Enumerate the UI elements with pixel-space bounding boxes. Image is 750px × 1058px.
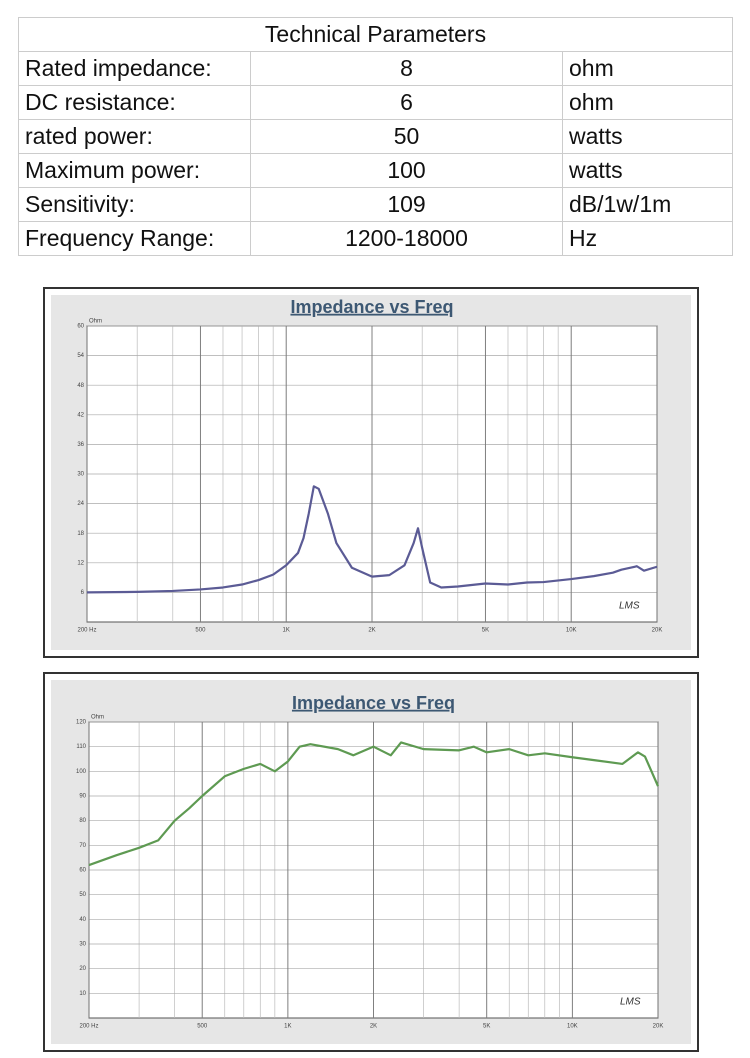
x-tick-label: 2K xyxy=(368,628,375,634)
y-tick-label: 100 xyxy=(76,769,87,775)
table-title: Technical Parameters xyxy=(18,17,733,52)
y-tick-label: 40 xyxy=(79,917,86,923)
y-tick-label: 30 xyxy=(79,942,86,948)
x-tick-label: 500 xyxy=(197,1024,208,1030)
parameter-table: Technical Parameters Rated impedance: 8 oh… xyxy=(18,17,733,256)
y-tick-label: 50 xyxy=(79,892,86,898)
y-tick-label: 18 xyxy=(77,531,84,537)
y-tick-label: 120 xyxy=(76,720,87,726)
y-tick-label: 10 xyxy=(79,991,86,997)
table-cell: 6 xyxy=(250,85,563,120)
y-tick-label: 90 xyxy=(79,794,86,800)
table-cell: 1200-18000 xyxy=(250,221,563,256)
table-cell: 109 xyxy=(250,187,563,222)
table-cell: ohm xyxy=(562,85,733,120)
chart-title: Impedance vs Freq xyxy=(290,297,453,317)
table-cell: Frequency Range: xyxy=(18,221,251,256)
x-tick-label: 2K xyxy=(370,1024,377,1030)
x-tick-label: 5K xyxy=(483,1024,490,1030)
table-cell: Hz xyxy=(562,221,733,256)
y-tick-label: 48 xyxy=(77,383,84,389)
y-axis-label: Ohm xyxy=(89,319,102,325)
y-tick-label: 70 xyxy=(79,843,86,849)
x-tick-label: 5K xyxy=(482,628,489,634)
impedance-chart: Impedance vs Freq 6 12 18 24 30 36 42 48 54 60 200 … xyxy=(43,287,699,658)
data-line xyxy=(86,485,658,594)
table-cell: Maximum power: xyxy=(18,153,251,188)
table-cell: 8 xyxy=(250,51,563,86)
y-tick-label: 110 xyxy=(76,744,86,750)
table-cell: DC resistance: xyxy=(18,85,251,120)
y-tick-label: 12 xyxy=(77,560,84,566)
data-line xyxy=(88,741,660,867)
table-cell: watts xyxy=(562,153,733,188)
y-tick-label: 42 xyxy=(77,412,84,418)
table-row: rated power: 50 watts xyxy=(18,119,733,154)
y-tick-label: 6 xyxy=(81,590,85,596)
table-cell: rated power: xyxy=(18,119,251,154)
y-tick-label: 30 xyxy=(77,472,84,478)
y-tick-label: 54 xyxy=(77,353,84,359)
y-tick-label: 24 xyxy=(77,501,84,507)
y-tick-label: 60 xyxy=(79,868,86,874)
x-tick-label: 1K xyxy=(284,1024,291,1030)
x-tick-label: 200 Hz xyxy=(77,628,96,634)
response-chart: Impedance vs Freq 10 20 30 40 50 60 70 80 90 100 11… xyxy=(43,672,699,1052)
y-axis-label: Ohm xyxy=(91,715,104,721)
table-cell: Sensitivity: xyxy=(18,187,251,222)
table-cell: Rated impedance: xyxy=(18,51,251,86)
table-cell: 50 xyxy=(250,119,563,154)
table-row: Rated impedance: 8 ohm xyxy=(18,51,733,86)
table-row: Frequency Range: 1200-18000 Hz xyxy=(18,221,733,256)
y-tick-label: 60 xyxy=(77,324,84,330)
x-tick-label: 200 Hz xyxy=(79,1024,98,1030)
table-cell: 100 xyxy=(250,153,563,188)
x-tick-label: 10K xyxy=(566,628,577,634)
annotation: LMS xyxy=(619,601,640,612)
table-cell: ohm xyxy=(562,51,733,86)
x-tick-label: 20K xyxy=(653,1024,664,1030)
y-tick-label: 20 xyxy=(79,966,86,972)
table-row: DC resistance: 6 ohm xyxy=(18,85,733,120)
x-tick-label: 20K xyxy=(652,628,663,634)
table-header-row: Technical Parameters xyxy=(18,17,733,52)
table-cell: watts xyxy=(562,119,733,154)
x-tick-label: 1K xyxy=(283,628,290,634)
annotation: LMS xyxy=(620,997,641,1008)
x-tick-label: 500 xyxy=(195,628,206,634)
chart-title: Impedance vs Freq xyxy=(292,693,455,713)
table-cell: dB/1w/1m xyxy=(562,187,733,222)
x-tick-label: 10K xyxy=(567,1024,578,1030)
table-row: Maximum power: 100 watts xyxy=(18,153,733,188)
y-tick-label: 80 xyxy=(79,818,86,824)
table-row: Sensitivity: 109 dB/1w/1m xyxy=(18,187,733,222)
y-tick-label: 36 xyxy=(77,442,84,448)
